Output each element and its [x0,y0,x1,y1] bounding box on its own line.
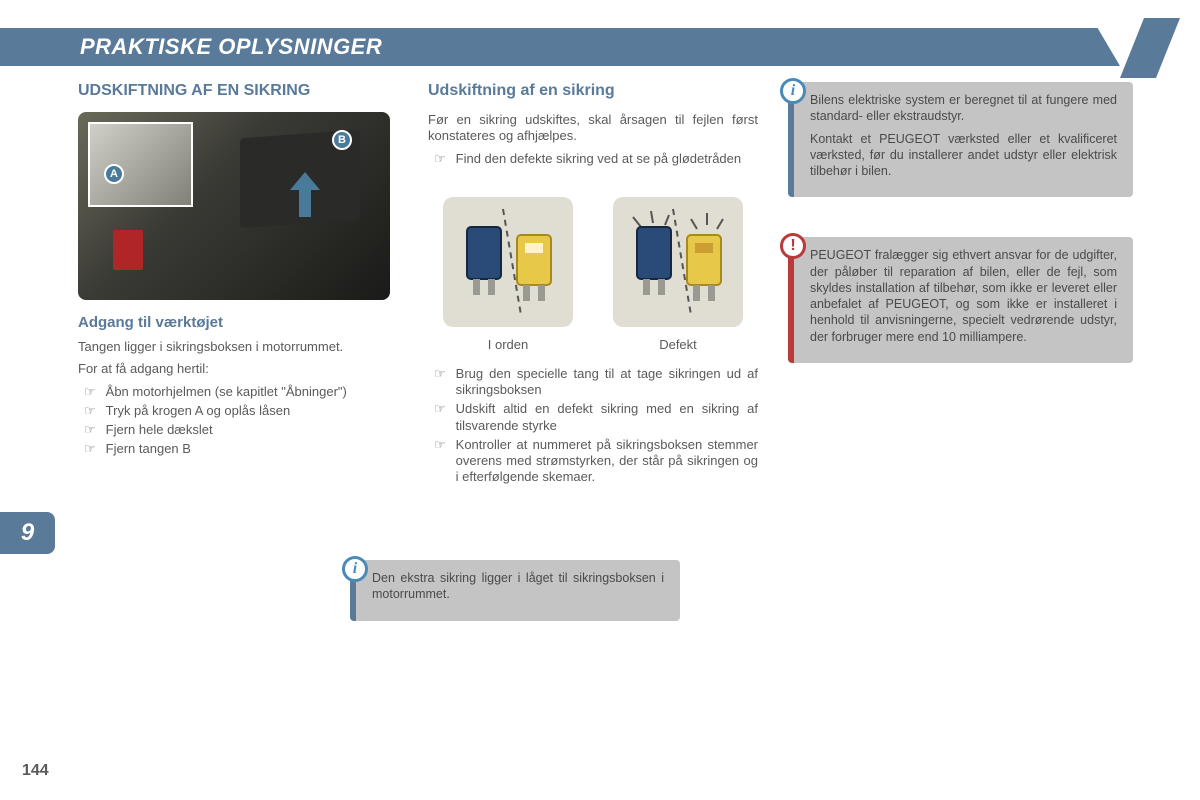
bullet-text: Udskift altid en defekt sikring med en s… [456,401,758,434]
engine-red-part [113,230,143,270]
fuse-label-ok: I orden [443,337,573,352]
info-icon: i [780,78,806,104]
left-bullet: ☞ Fjern tangen B [78,441,408,457]
mid-bullet: ☞ Udskift altid en defekt sikring med en… [428,401,758,434]
fuse-ok-card [443,197,573,327]
fuse-defect-card [613,197,743,327]
left-intro-1: Tangen ligger i sikringsboksen i motorru… [78,339,408,355]
left-bullet: ☞ Tryk på krogen A og oplås låsen [78,403,408,419]
mid-bullet: ☞ Kontroller at nummeret på sikringsboks… [428,437,758,486]
page-header: PRAKTISKE OPLYSNINGER [0,28,1150,66]
bullet-text: Åbn motorhjelmen (se kapitlet "Åbninger"… [106,384,408,400]
pointer-icon: ☞ [428,151,446,167]
warning-box-liability: ! PEUGEOT fralægger sig ethvert ansvar f… [788,237,1133,363]
engine-bay-photo: A B [78,112,390,300]
bullet-text: Brug den specielle tang til at tage sikr… [456,366,758,399]
bullet-text: Find den defekte sikring ved at se på gl… [456,151,758,167]
fuse-labels-row: I orden Defekt [428,337,758,352]
info-box-electrical: i Bilens elektriske system er beregnet t… [788,82,1133,197]
pointer-icon: ☞ [428,366,446,399]
pointer-icon: ☞ [78,403,96,419]
pointer-icon: ☞ [78,441,96,457]
left-intro-2: For at få adgang hertil: [78,361,408,377]
bullet-text: Fjern tangen B [106,441,408,457]
info-text-1a: Bilens elektriske system er beregnet til… [810,92,1117,125]
warning-text: PEUGEOT fralægger sig ethvert ansvar for… [810,247,1117,345]
page-title: PRAKTISKE OPLYSNINGER [0,34,382,60]
left-subsection-title: Adgang til værktøjet [78,314,408,331]
bullet-text: Tryk på krogen A og oplås låsen [106,403,408,419]
bullet-text: Kontroller at nummeret på sikringsboksen… [456,437,758,486]
info-text-1b: Kontakt et PEUGEOT værksted eller et kva… [810,131,1117,180]
pointer-icon: ☞ [428,401,446,434]
info-box-spare-fuse: i Den ekstra sikring ligger i låget til … [350,560,680,621]
tip-text: Den ekstra sikring ligger i låget til si… [372,570,664,603]
page-number: 144 [22,762,49,780]
tip-box-wrapper: i Den ekstra sikring ligger i låget til … [350,560,680,661]
left-bullet: ☞ Fjern hele dækslet [78,422,408,438]
mid-intro: Før en sikring udskiftes, skal årsagen t… [428,112,758,145]
pointer-icon: ☞ [78,422,96,438]
left-bullet: ☞ Åbn motorhjelmen (se kapitlet "Åbninge… [78,384,408,400]
warning-icon: ! [780,233,806,259]
header-corner [1120,18,1180,78]
fuse-label-defect: Defekt [613,337,743,352]
fuse-illustration-row [428,197,758,327]
bullet-text: Fjern hele dækslet [106,422,408,438]
pointer-icon: ☞ [78,384,96,400]
fuse-defect-icon [613,197,743,327]
info-icon: i [342,556,368,582]
photo-inset [88,122,193,207]
column-right: i Bilens elektriske system er beregnet t… [788,82,1133,403]
pointer-icon: ☞ [428,437,446,486]
fuse-ok-icon [443,197,573,327]
column-left: UDSKIFTNING AF EN SIKRING A B Adgang til… [78,82,408,461]
column-middle: Udskiftning af en sikring Før en sikring… [428,82,758,489]
photo-label-b: B [332,130,352,150]
photo-label-a: A [104,164,124,184]
mid-bullet: ☞ Brug den specielle tang til at tage si… [428,366,758,399]
mid-section-title: Udskiftning af en sikring [428,82,758,100]
mid-bullet-top: ☞ Find den defekte sikring ved at se på … [428,151,758,167]
chapter-tab: 9 [0,512,55,554]
left-section-title: UDSKIFTNING AF EN SIKRING [78,82,408,100]
